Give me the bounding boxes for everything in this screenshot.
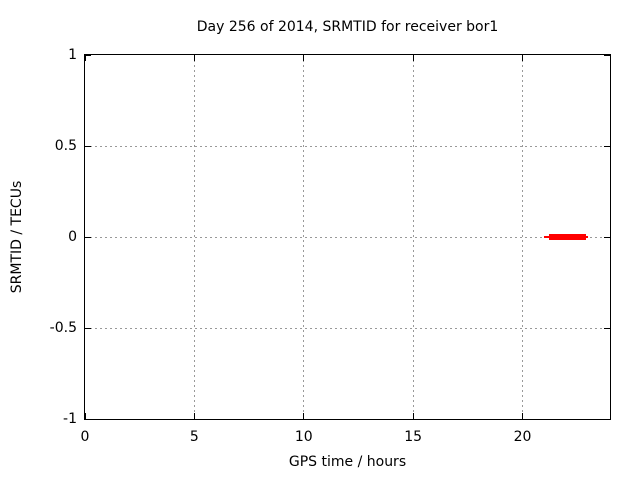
x-tick-mark-top <box>522 55 523 61</box>
y-tick-label: 0.5 <box>54 138 77 154</box>
data-segment <box>548 234 586 240</box>
x-tick-label: 15 <box>404 429 423 445</box>
y-tick-mark <box>85 418 91 420</box>
y-axis-label: SRMTID / TECUs <box>9 180 25 294</box>
y-tick-mark <box>85 145 91 147</box>
y-tick-label: 0 <box>68 229 77 245</box>
x-tick-mark <box>303 413 305 419</box>
x-tick-label: 5 <box>189 429 199 445</box>
plot-area: 0 5 10 15 20 1 0.5 0 -0.5 -1 <box>50 47 611 445</box>
x-tick-mark-top <box>84 55 86 61</box>
y-tick-mark-right <box>604 418 610 420</box>
x-tick-mark <box>84 413 86 419</box>
x-tick-label: 20 <box>513 429 532 445</box>
x-tick-mark-top <box>193 55 195 61</box>
x-tick-mark <box>522 413 523 419</box>
x-tick-mark-top <box>412 55 414 61</box>
y-tick-mark-right <box>604 236 610 238</box>
y-tick-mark <box>85 327 91 329</box>
y-tick-mark <box>85 236 91 238</box>
chart-title: Day 256 of 2014, SRMTID for receiver bor… <box>196 19 499 35</box>
y-tick-mark-right <box>604 54 610 56</box>
y-tick-mark <box>85 54 91 56</box>
grid-line-horizontal <box>85 145 610 147</box>
x-axis-label: GPS time / hours <box>288 454 407 470</box>
y-tick-mark-right <box>604 145 610 147</box>
y-tick-mark-right <box>604 327 610 329</box>
grid-line-horizontal <box>85 236 610 238</box>
y-tick-label: -1 <box>63 411 77 427</box>
x-tick-label: 10 <box>294 429 313 445</box>
x-tick-label: 0 <box>80 429 90 445</box>
y-tick-label: 1 <box>68 47 77 63</box>
x-tick-mark <box>412 413 414 419</box>
x-tick-mark-top <box>303 55 305 61</box>
y-tick-label: -0.5 <box>49 320 77 336</box>
x-tick-mark <box>193 413 195 419</box>
grid-line-horizontal <box>85 327 610 329</box>
